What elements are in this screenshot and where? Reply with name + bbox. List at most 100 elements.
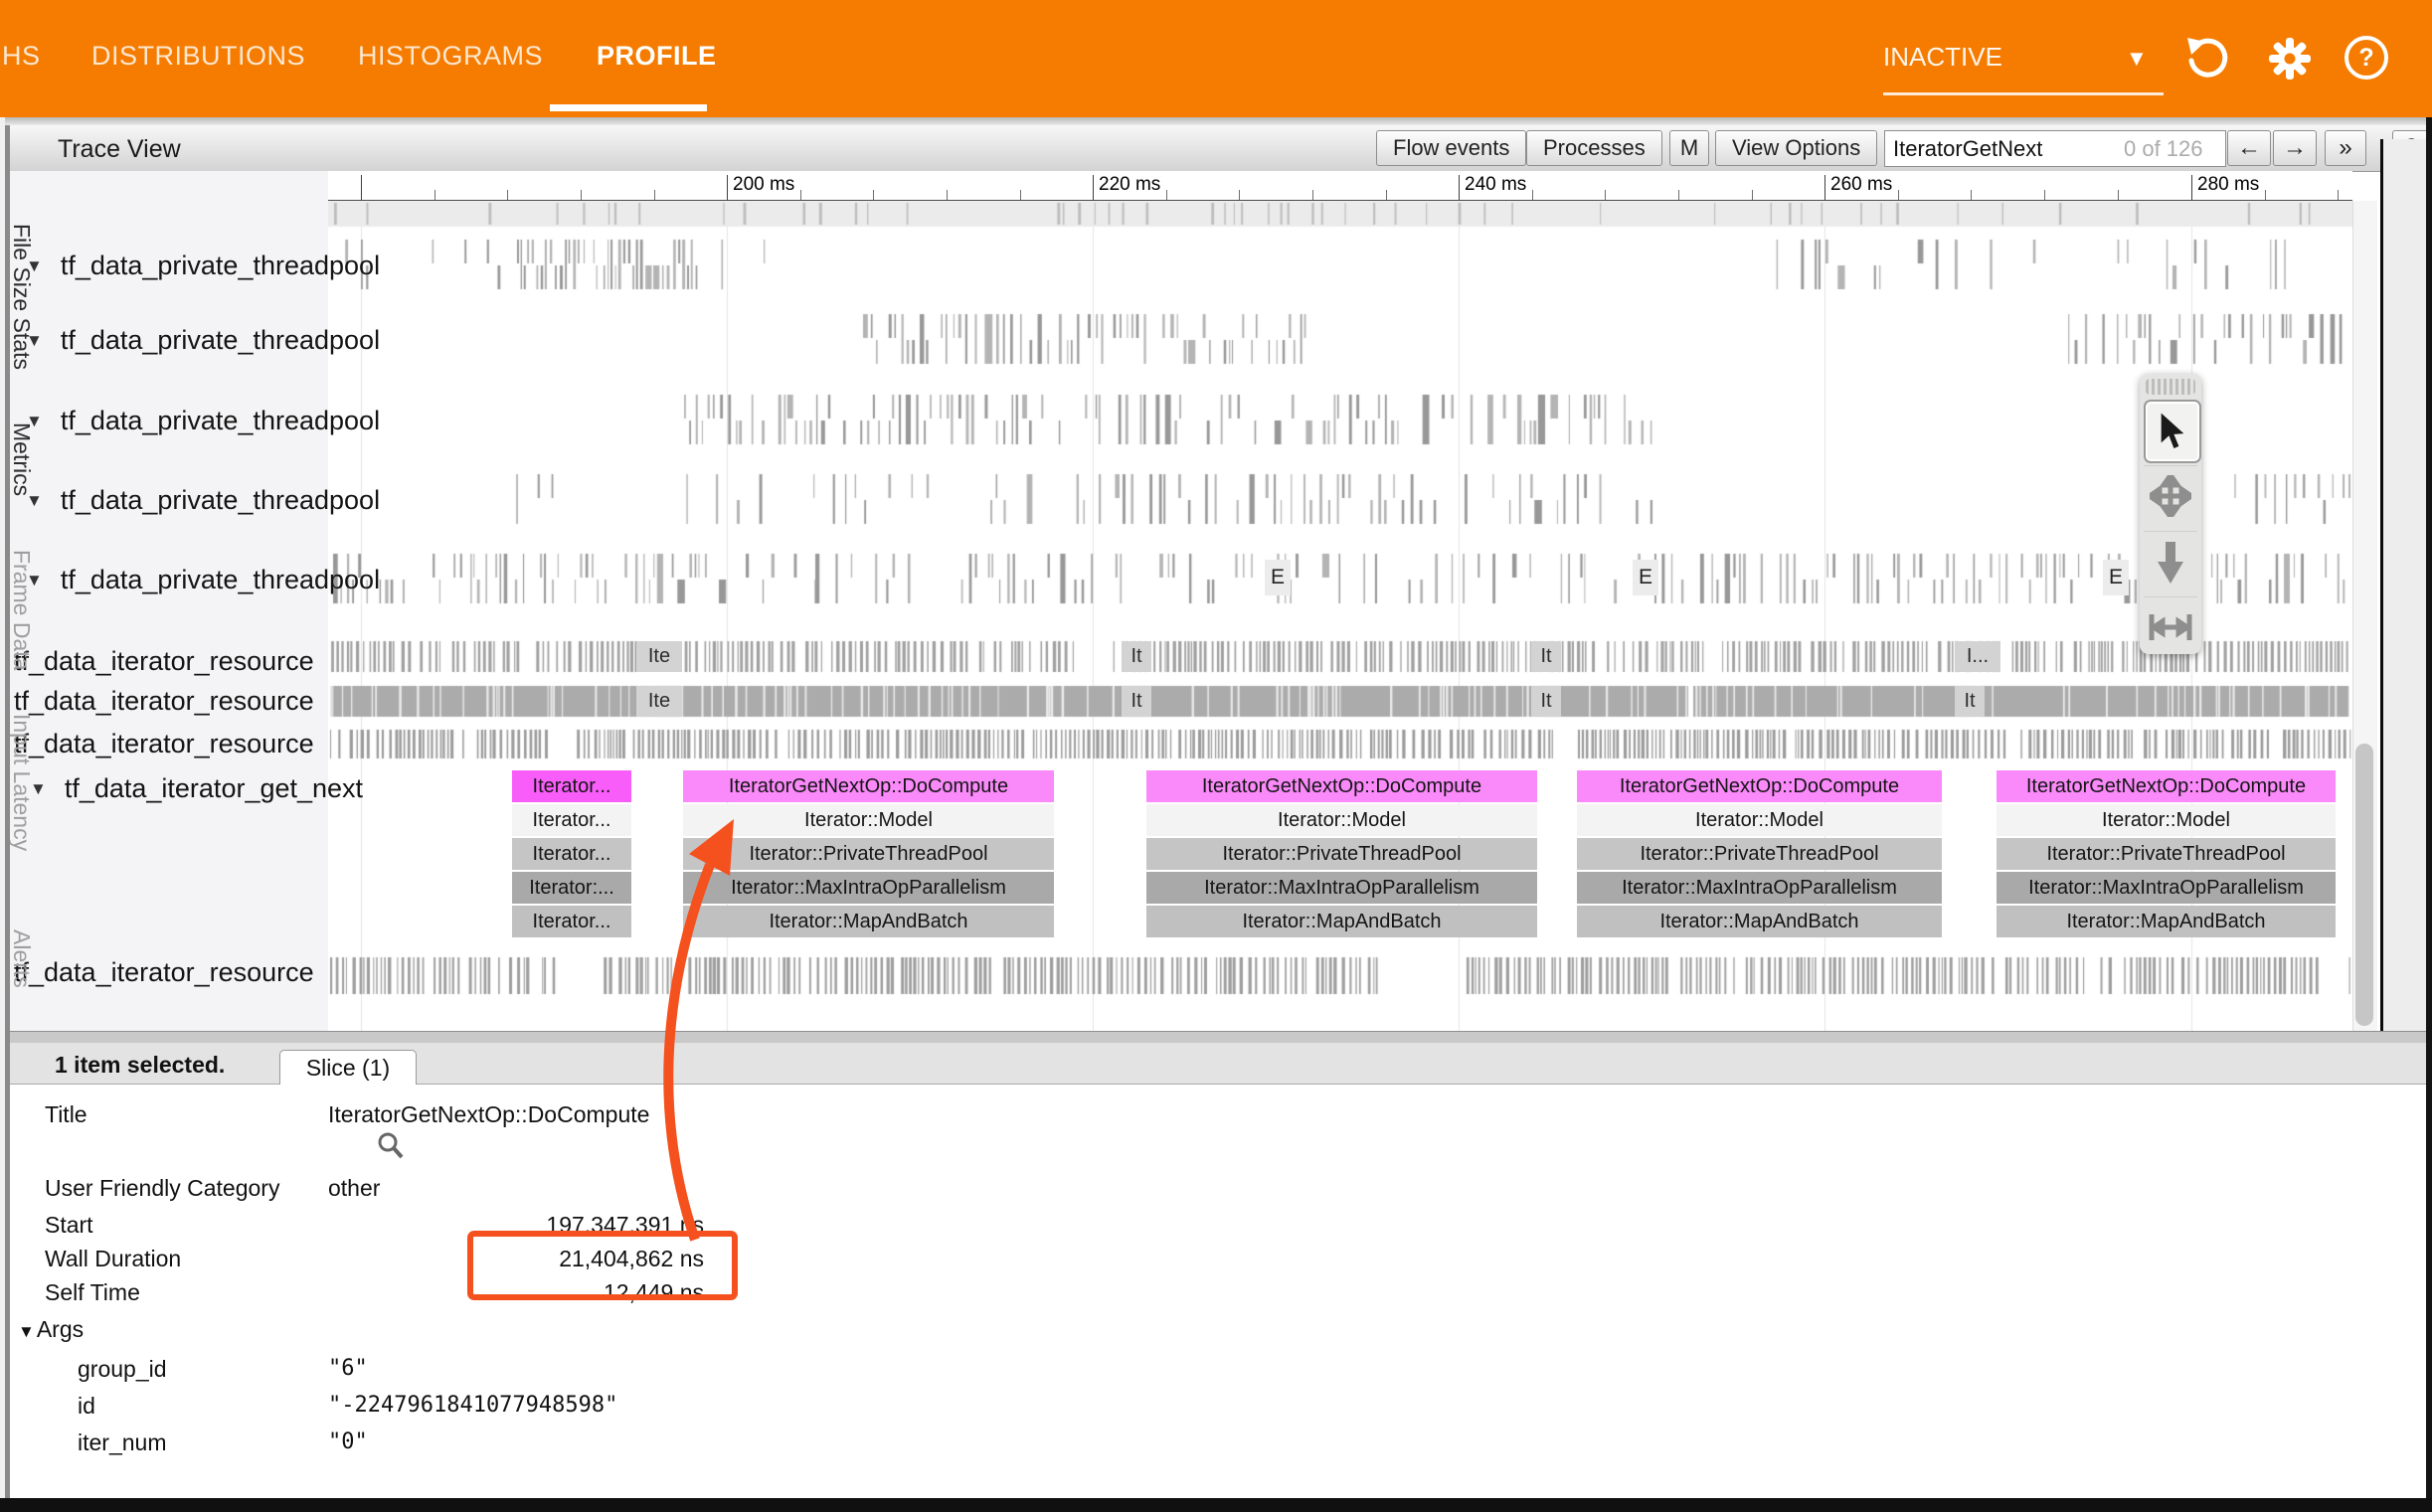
zoom-tool[interactable] — [2144, 531, 2197, 591]
view-options-button[interactable]: View Options — [1715, 130, 1878, 166]
slice-docompute[interactable]: IteratorGetNextOp::DoCompute — [683, 770, 1054, 802]
tab-distributions[interactable]: DISTRIBUTIONS — [91, 40, 306, 71]
track-row-resource-2[interactable]: tf_data_iterator_resource — [14, 685, 314, 716]
slice-private-thread-pool[interactable]: Iterator... — [512, 838, 631, 870]
selection-tool[interactable] — [2144, 400, 2201, 463]
vertical-scrollbar-thumb[interactable] — [2355, 744, 2373, 1026]
help-icon[interactable] — [2345, 36, 2388, 80]
arg-value-iter-num: "0" — [328, 1429, 368, 1454]
slice-max-intra-op-parallelism[interactable]: Iterator::MaxIntraOpParallelism — [683, 872, 1054, 904]
side-tab-frame-data[interactable]: Frame Data — [9, 550, 35, 671]
resource-slice-label[interactable]: Ite — [636, 641, 682, 672]
refresh-icon[interactable] — [2183, 36, 2229, 82]
tab-histograms[interactable]: HISTOGRAMS — [358, 40, 544, 71]
slice-private-thread-pool[interactable]: Iterator::PrivateThreadPool — [1577, 838, 1942, 870]
timeline-ruler[interactable]: 200 ms 220 ms 240 ms 260 ms 280 ms — [328, 174, 2352, 201]
slice-docompute[interactable]: IteratorGetNextOp::DoCompute — [1577, 770, 1942, 802]
expand-panel-button[interactable]: » — [2325, 130, 2366, 166]
timing-span-icon — [2149, 614, 2192, 640]
args-section-header[interactable]: Args — [18, 1316, 84, 1343]
track-row-get-next[interactable]: tf_data_iterator_get_next — [30, 771, 363, 805]
resource-slice-label[interactable]: It — [1122, 641, 1151, 672]
ruler-tick — [580, 190, 582, 200]
arg-name-group-id: group_id — [78, 1356, 167, 1382]
resource-slice-label[interactable]: It — [1531, 641, 1561, 672]
slice-docompute[interactable]: IteratorGetNextOp::DoCompute — [1997, 770, 2336, 802]
slice-docompute[interactable]: Iterator... — [512, 770, 631, 802]
ruler-tick — [1093, 175, 1094, 200]
pan-arrows-icon — [2150, 475, 2191, 517]
slice-private-thread-pool[interactable]: Iterator::PrivateThreadPool — [1997, 838, 2336, 870]
slice-max-intra-op-parallelism[interactable]: Iterator::MaxIntraOpParallelism — [1577, 872, 1942, 904]
side-tab-input-latency[interactable]: Input Latency — [9, 714, 35, 852]
field-value-wall-duration: 21,404,862 ns — [559, 1246, 704, 1271]
track-row-threadpool-1[interactable]: tf_data_private_threadpool — [26, 249, 380, 282]
search-input[interactable] — [1885, 135, 2122, 162]
track-row-threadpool-4[interactable]: tf_data_private_threadpool — [26, 483, 380, 517]
slice-tab[interactable]: Slice (1) — [279, 1050, 417, 1085]
resource-slice-label[interactable]: It — [1531, 686, 1561, 717]
event-marker[interactable]: E — [1265, 560, 1291, 595]
track-row-threadpool-5[interactable]: tf_data_private_threadpool — [26, 563, 380, 596]
slice-model[interactable]: Iterator::Model — [1997, 804, 2336, 836]
active-tab-underline — [550, 104, 707, 111]
track-row-resource-3[interactable]: tf_data_iterator_resource — [14, 728, 314, 758]
run-selector-underline — [1883, 92, 2164, 95]
ruler-tick — [1385, 190, 1387, 200]
window-edge-right — [2426, 117, 2432, 1498]
side-tab-alerts[interactable]: Alerts — [9, 929, 35, 988]
slice-max-intra-op-parallelism[interactable]: Iterator::MaxIntraOpParallelism — [1997, 872, 2336, 904]
run-selector[interactable]: INACTIVE — [1883, 42, 2002, 72]
ruler-tick-label: 280 ms — [2197, 174, 2260, 195]
event-marker[interactable]: E — [1633, 560, 1658, 595]
tab-profile[interactable]: PROFILE — [597, 40, 717, 71]
slice-max-intra-op-parallelism[interactable]: Iterator:... — [512, 872, 631, 904]
flow-events-button[interactable]: Flow events — [1376, 130, 1527, 166]
track-row-threadpool-2[interactable]: tf_data_private_threadpool — [26, 323, 380, 357]
resource-slice-label[interactable]: It — [1955, 686, 1985, 717]
slice-map-and-batch[interactable]: Iterator::MapAndBatch — [1146, 906, 1537, 937]
tab-graphs-partial[interactable]: HS — [2, 40, 41, 71]
resource-slice-label[interactable]: I... — [1955, 641, 2000, 672]
slice-model[interactable]: Iterator::Model — [1146, 804, 1537, 836]
track-row-resource-1[interactable]: tf_data_iterator_resource — [14, 645, 314, 676]
find-next-button[interactable]: → — [2273, 130, 2317, 166]
slice-model[interactable]: Iterator::Model — [1577, 804, 1942, 836]
resource-slice-label[interactable]: It — [1122, 686, 1151, 717]
processes-button[interactable]: Processes — [1526, 130, 1662, 166]
timing-tool[interactable] — [2144, 596, 2197, 657]
ruler-tick — [1165, 190, 1167, 200]
ruler-tick — [2264, 190, 2266, 200]
side-tab-file-size-stats[interactable]: File Size Stats — [9, 224, 35, 370]
slice-map-and-batch[interactable]: Iterator... — [512, 906, 631, 937]
ruler-tick — [1677, 190, 1679, 200]
magnifier-icon[interactable] — [376, 1131, 406, 1161]
slice-map-and-batch[interactable]: Iterator::MapAndBatch — [1997, 906, 2336, 937]
ruler-tick — [1531, 190, 1533, 200]
resource-slice-label[interactable]: Ite — [636, 686, 682, 717]
palette-grip-handle[interactable] — [2146, 379, 2195, 395]
arg-name-id: id — [78, 1393, 95, 1419]
side-tab-strip — [2380, 139, 2429, 1031]
slice-model[interactable]: Iterator... — [512, 804, 631, 836]
find-previous-button[interactable]: ← — [2227, 130, 2271, 166]
slice-map-and-batch[interactable]: Iterator::MapAndBatch — [683, 906, 1054, 937]
track-row-threadpool-3[interactable]: tf_data_private_threadpool — [26, 404, 380, 437]
side-tab-metrics[interactable]: Metrics — [9, 422, 35, 497]
slice-docompute[interactable]: IteratorGetNextOp::DoCompute — [1146, 770, 1537, 802]
collapse-triangle-icon[interactable] — [18, 1322, 35, 1341]
pan-tool[interactable] — [2144, 465, 2197, 526]
event-marker[interactable]: E — [2103, 560, 2129, 595]
ruler-tick — [361, 175, 362, 200]
slice-private-thread-pool[interactable]: Iterator::PrivateThreadPool — [1146, 838, 1537, 870]
field-value-title: IteratorGetNextOp::DoCompute — [328, 1101, 650, 1127]
slice-model[interactable]: Iterator::Model — [683, 804, 1054, 836]
metadata-button[interactable]: M — [1669, 130, 1709, 166]
slice-max-intra-op-parallelism[interactable]: Iterator::MaxIntraOpParallelism — [1146, 872, 1537, 904]
ruler-tick — [507, 190, 509, 200]
track-row-resource-4[interactable]: tf_data_iterator_resource — [14, 956, 314, 987]
slice-private-thread-pool[interactable]: Iterator::PrivateThreadPool — [683, 838, 1054, 870]
settings-gear-icon[interactable] — [2267, 36, 2313, 82]
chevron-down-icon[interactable] — [2126, 46, 2148, 72]
slice-map-and-batch[interactable]: Iterator::MapAndBatch — [1577, 906, 1942, 937]
